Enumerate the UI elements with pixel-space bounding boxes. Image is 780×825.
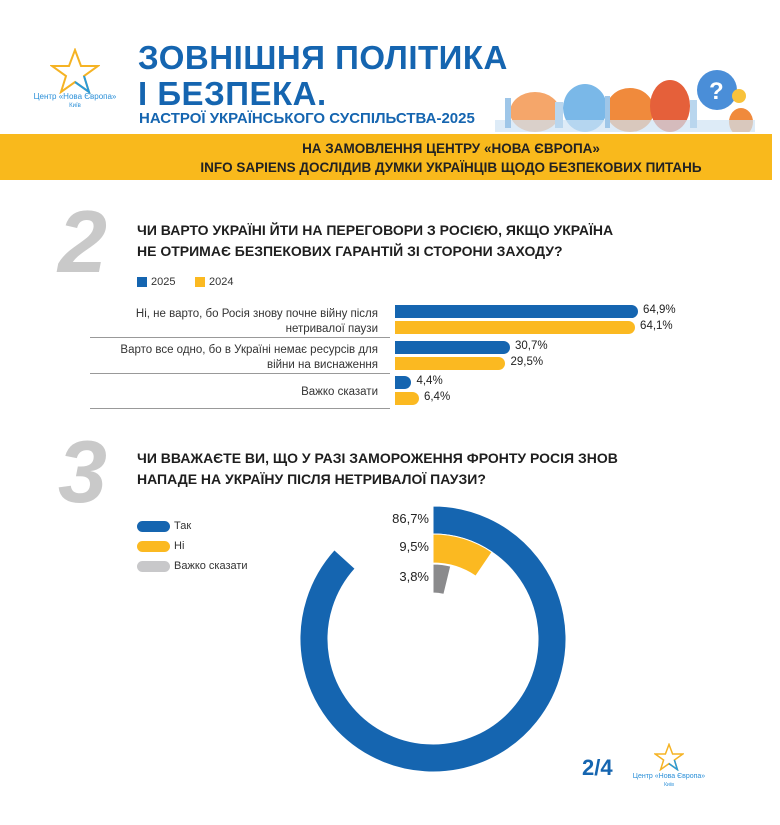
category-label-line: війни на виснаження bbox=[266, 359, 378, 371]
ring-legend-item: Так bbox=[137, 520, 191, 532]
city-illustration-icon: ? bbox=[495, 70, 755, 132]
row-divider bbox=[90, 408, 390, 409]
bar-2024 bbox=[395, 392, 419, 405]
category-label: Ні, не варто, бо Росія знову почне війну… bbox=[78, 307, 378, 337]
bar-2025 bbox=[395, 341, 510, 354]
legend-2025: 2025 bbox=[137, 276, 175, 288]
page-subtitle: НАСТРОЇ УКРАЇНСЬКОГО СУСПІЛЬСТВА-2025 bbox=[139, 110, 475, 127]
ring-value-label: 86,7% bbox=[392, 511, 429, 526]
legend-swatch bbox=[137, 540, 170, 552]
legend-label-2025: 2025 bbox=[151, 276, 176, 288]
svg-text:?: ? bbox=[709, 78, 724, 105]
title-line-2: І БЕЗПЕКА. bbox=[138, 75, 327, 112]
category-label: Варто все одно, бо в Україні немає ресур… bbox=[78, 343, 378, 373]
bar-value-label: 64,9% bbox=[643, 304, 676, 316]
banner-line-2: INFO SAPIENS ДОСЛІДИВ ДУМКИ УКРАЇНЦІВ ЩО… bbox=[200, 160, 702, 175]
category-label-line: Важко сказати bbox=[301, 386, 378, 398]
question-3: ЧИ ВВАЖАЄТЕ ВИ, ЩО У РАЗІ ЗАМОРОЖЕННЯ ФР… bbox=[137, 448, 618, 490]
ring-2 bbox=[432, 533, 493, 577]
commission-banner: НА ЗАМОВЛЕННЯ ЦЕНТРУ «НОВА ЄВРОПА» INFO … bbox=[0, 134, 772, 180]
ring-value-label: 3,8% bbox=[399, 569, 429, 584]
banner-line-1: НА ЗАМОВЛЕННЯ ЦЕНТРУ «НОВА ЄВРОПА» bbox=[302, 141, 600, 156]
category-label-line: Ні, не варто, бо Росія знову почне війну… bbox=[135, 308, 378, 320]
section-number-3: 3 bbox=[58, 422, 107, 521]
logo-city: Київ bbox=[69, 103, 81, 109]
bar-value-label: 6,4% bbox=[423, 391, 451, 403]
question-2-line-2: НЕ ОТРИМАЄ БЕЗПЕКОВИХ ГАРАНТІЙ ЗІ СТОРОН… bbox=[137, 243, 563, 259]
bar-2025 bbox=[395, 376, 412, 389]
row-divider bbox=[90, 373, 390, 374]
ring-1 bbox=[299, 505, 567, 773]
legend-swatch bbox=[137, 560, 170, 572]
bar-value-label: 4,4% bbox=[416, 375, 443, 387]
legend-label: Ні bbox=[174, 540, 185, 552]
legend-swatch-2024 bbox=[195, 277, 205, 287]
bar-value-label: 30,7% bbox=[514, 340, 548, 352]
page-number: 2/4 bbox=[582, 755, 613, 780]
question-2-line-1: ЧИ ВАРТО УКРАЇНІ ЙТИ НА ПЕРЕГОВОРИ З РОС… bbox=[137, 222, 614, 238]
category-label-line: нетривалої паузи bbox=[285, 323, 378, 335]
legend-swatch-2025 bbox=[137, 277, 147, 287]
row-divider bbox=[90, 337, 390, 338]
ring-value-label: 9,5% bbox=[399, 539, 429, 554]
bar-2024 bbox=[395, 321, 636, 334]
legend-2024: 2024 bbox=[195, 276, 233, 288]
footer-star-logo-icon bbox=[654, 743, 684, 771]
ring-3 bbox=[432, 563, 452, 595]
legend-label: Важко сказати bbox=[174, 560, 248, 572]
footer-logo-name: Центр «Нова Європа» bbox=[632, 773, 706, 780]
category-label-line: Варто все одно, бо в Україні немає ресур… bbox=[120, 344, 378, 356]
legend-swatch bbox=[137, 520, 170, 532]
legend-label: Так bbox=[174, 520, 192, 532]
footer-logo-city: Київ bbox=[664, 782, 674, 788]
legend-label-2024: 2024 bbox=[209, 276, 234, 288]
section-number-2: 2 bbox=[58, 192, 107, 291]
question-2: ЧИ ВАРТО УКРАЇНІ ЙТИ НА ПЕРЕГОВОРИ З РОС… bbox=[137, 220, 613, 262]
bar-value-label: 64,1% bbox=[640, 320, 673, 332]
ring-legend-item: Важко сказати bbox=[137, 560, 248, 572]
question-3-line-1: ЧИ ВВАЖАЄТЕ ВИ, ЩО У РАЗІ ЗАМОРОЖЕННЯ ФР… bbox=[137, 450, 618, 466]
title-line-1: ЗОВНІШНЯ ПОЛІТИКА bbox=[138, 39, 508, 76]
logo-name: Центр «Нова Європа» bbox=[33, 92, 117, 101]
category-label: Важко сказати bbox=[78, 385, 378, 400]
bar-2025 bbox=[395, 305, 639, 318]
star-logo-icon bbox=[50, 48, 100, 94]
ring-legend-item: Ні bbox=[137, 540, 184, 552]
page-title: ЗОВНІШНЯ ПОЛІТИКА І БЕЗПЕКА. bbox=[138, 40, 508, 112]
bar-value-label: 29,5% bbox=[510, 356, 544, 368]
question-3-line-2: НАПАДЕ НА УКРАЇНУ ПІСЛЯ НЕТРИВАЛОЇ ПАУЗИ… bbox=[137, 471, 486, 487]
bar-2024 bbox=[395, 357, 506, 370]
